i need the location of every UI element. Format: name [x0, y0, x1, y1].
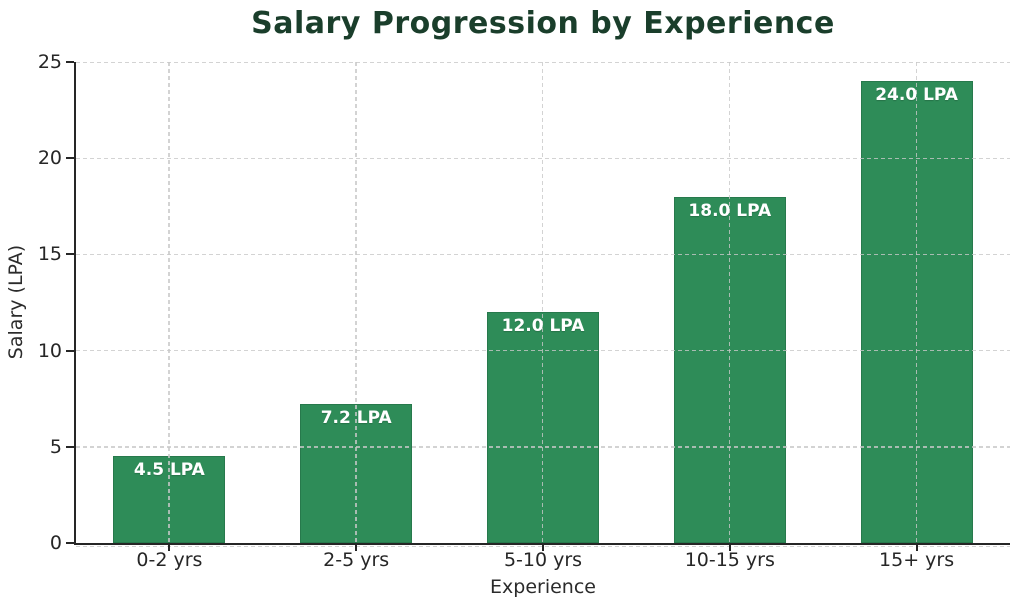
grid-line-vertical [355, 62, 357, 543]
bar-value-label: 12.0 LPA [501, 316, 585, 337]
grid-line-horizontal [76, 350, 1010, 352]
y-tick-label: 0 [49, 532, 62, 554]
x-axis-title: Experience [490, 576, 596, 598]
x-tick-mark [542, 545, 544, 551]
y-tick-label: 15 [37, 243, 62, 266]
x-tick-mark [915, 545, 918, 551]
grid-line-vertical [168, 62, 170, 543]
bar-value-label: 4.5 LPA [133, 460, 205, 481]
chart-title: Salary Progression by Experience [251, 6, 835, 41]
y-tick-mark [66, 445, 74, 448]
x-tick-label: 5-10 yrs [503, 549, 583, 571]
y-axis-spine [74, 62, 76, 545]
y-tick-label: 5 [49, 435, 62, 458]
x-tick-label: 15+ yrs [879, 549, 955, 571]
y-tick-mark [66, 349, 74, 352]
y-tick-label: 10 [37, 339, 62, 362]
y-tick-mark [66, 61, 74, 63]
y-tick-mark [66, 157, 74, 160]
x-axis-spine [74, 543, 1010, 545]
grid-line-horizontal [76, 446, 1010, 448]
x-tick-label: 0-2 yrs [136, 549, 203, 571]
x-tick-mark [355, 545, 358, 551]
x-tick-label: 10-15 yrs [684, 549, 775, 571]
grid-line-vertical [915, 62, 917, 543]
x-tick-mark [728, 545, 731, 551]
x-tick-label: 2-5 yrs [323, 549, 390, 571]
grid-line-vertical [542, 62, 544, 543]
y-tick-mark [66, 253, 74, 256]
bar-value-label: 18.0 LPA [688, 200, 772, 221]
x-tick-mark [168, 545, 171, 551]
y-tick-mark [66, 542, 74, 544]
y-tick-label: 20 [37, 147, 62, 170]
grid-line-horizontal [76, 253, 1010, 256]
bar-value-label: 7.2 LPA [320, 408, 392, 429]
grid-line-horizontal [76, 157, 1010, 160]
bar-value-label: 24.0 LPA [875, 85, 958, 106]
y-tick-label: 25 [37, 51, 62, 73]
grid-line-horizontal [76, 61, 1010, 63]
grid-line-vertical [728, 62, 731, 543]
